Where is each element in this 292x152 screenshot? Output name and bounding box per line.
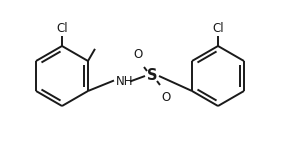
Text: Cl: Cl — [56, 22, 68, 35]
Text: S: S — [147, 69, 157, 83]
Text: O: O — [133, 48, 142, 61]
Text: Cl: Cl — [212, 22, 224, 35]
Text: O: O — [161, 91, 171, 104]
Text: NH: NH — [116, 75, 133, 88]
